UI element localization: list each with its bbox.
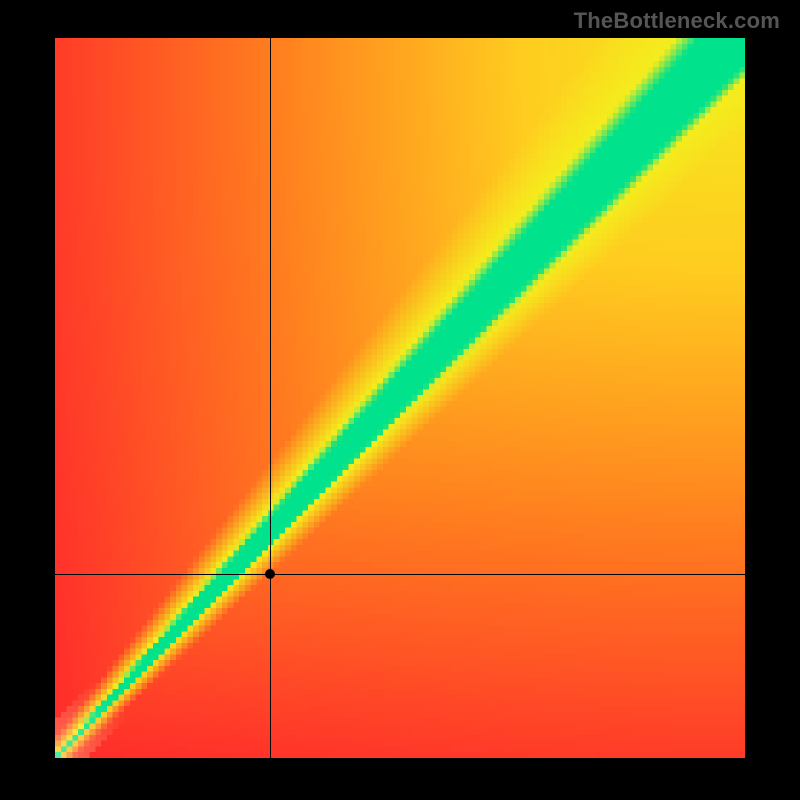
watermark-text: TheBottleneck.com — [574, 8, 780, 34]
heatmap-canvas — [55, 38, 745, 758]
heatmap-plot — [55, 38, 745, 758]
